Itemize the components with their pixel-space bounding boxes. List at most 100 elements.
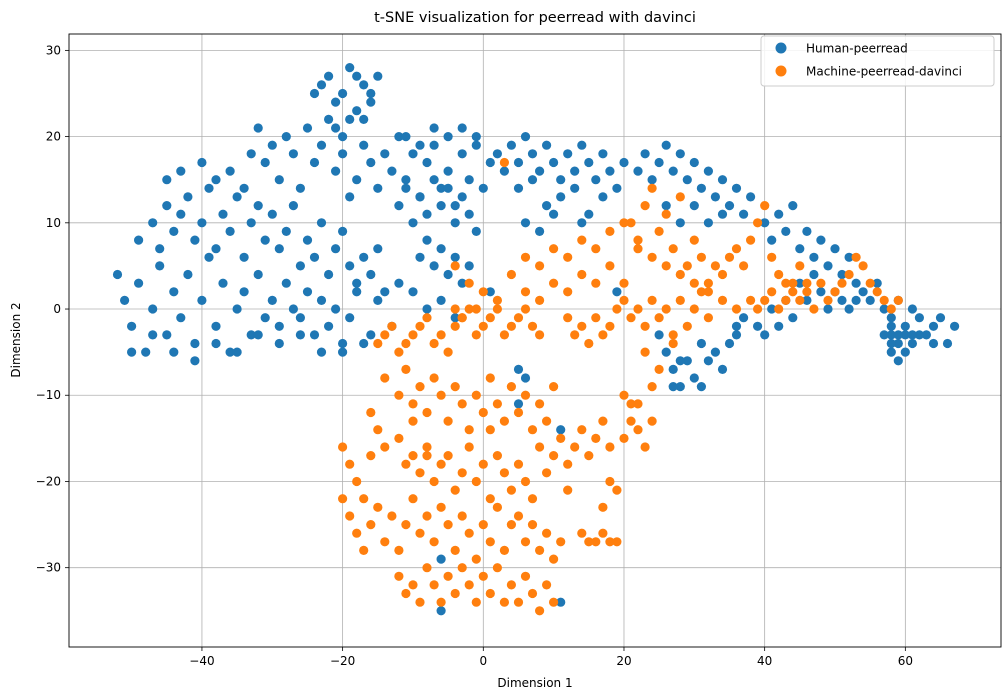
human-data-point [753, 321, 763, 331]
machine-data-point [429, 476, 439, 487]
human-data-point [218, 209, 228, 219]
human-data-point [556, 597, 566, 607]
legend-marker-human [775, 42, 787, 54]
human-data-point [837, 295, 847, 305]
y-tick-label: 10 [46, 216, 61, 230]
machine-data-point [464, 580, 474, 590]
y-tick-label: −20 [36, 474, 61, 488]
human-data-point [549, 209, 559, 219]
human-data-point [710, 192, 721, 202]
human-data-point [816, 235, 826, 245]
human-data-point [513, 183, 524, 193]
human-data-point [211, 338, 221, 349]
machine-data-point [436, 597, 446, 607]
human-data-point [211, 175, 221, 185]
machine-data-point [746, 295, 756, 305]
human-data-point [640, 149, 650, 159]
machine-data-point [668, 244, 678, 254]
human-data-point [696, 183, 707, 193]
human-data-point [267, 140, 277, 150]
human-data-point [865, 295, 875, 305]
human-data-point [302, 235, 313, 245]
human-data-point [619, 157, 629, 168]
human-data-point [401, 183, 411, 193]
human-data-point [436, 606, 446, 616]
human-data-point [556, 175, 566, 185]
human-data-point [267, 209, 277, 219]
human-data-point [492, 149, 502, 159]
legend-label-human: Human-peerread [806, 42, 908, 56]
machine-data-point [549, 278, 559, 288]
human-data-point [338, 88, 348, 99]
human-data-point [928, 321, 939, 331]
machine-data-point [788, 278, 798, 288]
machine-data-point [654, 364, 664, 374]
human-data-point [731, 321, 742, 331]
machine-data-point [478, 321, 488, 331]
human-data-point [246, 330, 256, 340]
machine-data-point [535, 606, 545, 616]
machine-data-point [605, 321, 615, 331]
machine-data-point [535, 261, 545, 271]
machine-data-point [591, 537, 601, 547]
human-data-point [162, 330, 172, 340]
machine-data-point [478, 287, 488, 297]
machine-data-point [682, 321, 692, 331]
human-data-point [556, 425, 566, 435]
human-data-point [577, 140, 587, 150]
human-data-point [225, 226, 235, 236]
human-data-point [366, 269, 376, 280]
machine-data-point [338, 494, 348, 504]
human-data-point [717, 209, 728, 219]
machine-data-point [893, 295, 903, 305]
human-data-point [338, 132, 348, 142]
machine-data-point [774, 304, 784, 314]
human-data-point [668, 382, 678, 392]
human-data-point [316, 347, 327, 357]
series-human [112, 63, 960, 616]
machine-data-point [640, 442, 650, 452]
human-data-point [352, 278, 362, 288]
human-data-point [338, 149, 348, 159]
machine-data-point [380, 537, 390, 547]
human-data-point [295, 183, 305, 193]
machine-data-point [809, 304, 819, 314]
human-data-point [176, 313, 186, 323]
machine-data-point [366, 520, 376, 530]
human-data-point [900, 330, 910, 340]
machine-data-point [886, 304, 896, 314]
machine-data-point [401, 588, 411, 599]
machine-data-point [485, 313, 495, 323]
human-data-point [696, 338, 707, 349]
human-data-point [162, 175, 172, 185]
human-data-point [886, 330, 896, 340]
machine-data-point [626, 399, 636, 409]
human-data-point [851, 295, 861, 305]
human-data-point [717, 364, 728, 374]
human-data-point [148, 218, 158, 228]
machine-data-point [506, 269, 516, 280]
human-data-point [366, 97, 376, 107]
human-data-point [260, 235, 270, 245]
machine-data-point [633, 235, 643, 245]
machine-data-point [542, 528, 552, 538]
machine-data-point [471, 390, 481, 400]
machine-data-point [380, 373, 390, 383]
y-tick-label: 30 [46, 43, 61, 57]
machine-data-point [626, 313, 636, 323]
machine-data-point [612, 304, 622, 314]
human-data-point [260, 313, 270, 323]
machine-data-point [422, 451, 432, 461]
machine-data-point [717, 295, 728, 305]
human-data-point [408, 149, 418, 159]
human-data-point [457, 149, 467, 159]
human-data-point [112, 269, 123, 280]
machine-data-point [443, 451, 453, 461]
machine-data-point [739, 261, 749, 271]
human-data-point [331, 244, 341, 254]
machine-data-point [520, 304, 531, 314]
human-data-point [661, 201, 671, 211]
human-data-point [352, 175, 362, 185]
human-data-point [513, 364, 524, 374]
